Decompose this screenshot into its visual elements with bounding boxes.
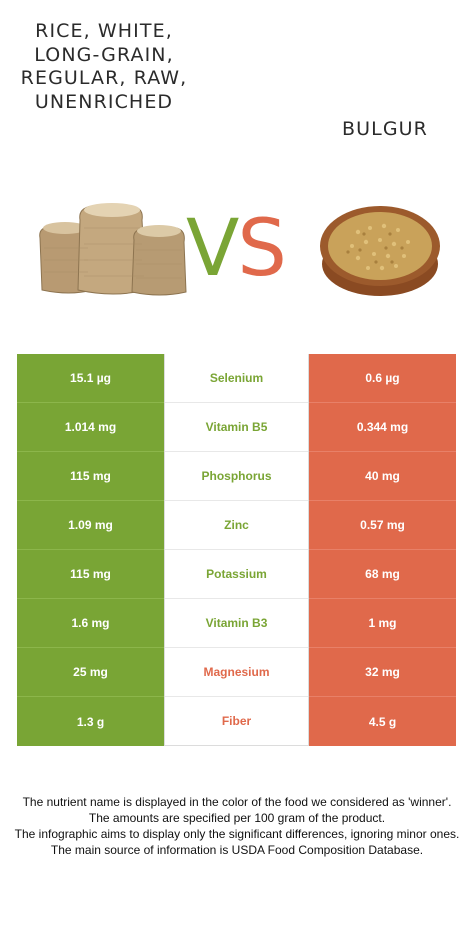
nutrient-name: Vitamin B3 (164, 599, 309, 648)
nutrient-row: 1.09 mg Zinc 0.57 mg (17, 501, 456, 550)
right-food-title: BULGUR (342, 118, 428, 140)
footer-notes: The nutrient name is displayed in the co… (10, 794, 464, 858)
rice-sacks-image (39, 203, 187, 296)
left-value: 1.014 mg (17, 403, 164, 452)
nutrient-row: 15.1 µg Selenium 0.6 µg (17, 354, 456, 403)
left-value: 1.09 mg (17, 501, 164, 550)
vs-v: V (186, 204, 239, 294)
right-value: 40 mg (309, 452, 456, 501)
footer-line-2: The amounts are specified per 100 gram o… (88, 811, 386, 825)
left-value: 115 mg (17, 550, 164, 599)
left-value: 1.3 g (17, 697, 164, 746)
right-value: 68 mg (309, 550, 456, 599)
vs-s: S (237, 204, 286, 294)
left-value: 25 mg (17, 648, 164, 697)
footer-line-4: The main source of information is USDA F… (50, 843, 424, 857)
right-value: 0.6 µg (309, 354, 456, 403)
footer-line-1: The nutrient name is displayed in the co… (22, 795, 452, 809)
vs-label: VS (186, 210, 287, 288)
nutrient-row: 115 mg Phosphorus 40 mg (17, 452, 456, 501)
right-value: 0.344 mg (309, 403, 456, 452)
left-value: 1.6 mg (17, 599, 164, 648)
nutrient-name: Potassium (164, 550, 309, 599)
nutrient-row: 1.014 mg Vitamin B5 0.344 mg (17, 403, 456, 452)
left-value: 15.1 µg (17, 354, 164, 403)
bulgur-bowl-image (320, 206, 440, 296)
right-value: 0.57 mg (309, 501, 456, 550)
nutrient-row: 115 mg Potassium 68 mg (17, 550, 456, 599)
right-value: 4.5 g (309, 697, 456, 746)
right-value: 32 mg (309, 648, 456, 697)
right-value: 1 mg (309, 599, 456, 648)
nutrient-name: Vitamin B5 (164, 403, 309, 452)
nutrient-name: Magnesium (164, 648, 309, 697)
nutrient-row: 25 mg Magnesium 32 mg (17, 648, 456, 697)
comparison-table: 15.1 µg Selenium 0.6 µg 1.014 mg Vitamin B5 0… (17, 354, 456, 746)
nutrient-row: 1.6 mg Vitamin B3 1 mg (17, 599, 456, 648)
nutrient-name: Phosphorus (164, 452, 309, 501)
footer-line-3: The infographic aims to display only the… (14, 827, 460, 841)
nutrient-name: Fiber (164, 697, 309, 746)
nutrient-name: Selenium (164, 354, 309, 403)
nutrient-row: 1.3 g Fiber 4.5 g (17, 697, 456, 746)
left-food-title: RICE, WHITE, LONG-GRAIN, REGULAR, RAW, U… (20, 20, 188, 113)
left-value: 115 mg (17, 452, 164, 501)
nutrient-name: Zinc (164, 501, 309, 550)
